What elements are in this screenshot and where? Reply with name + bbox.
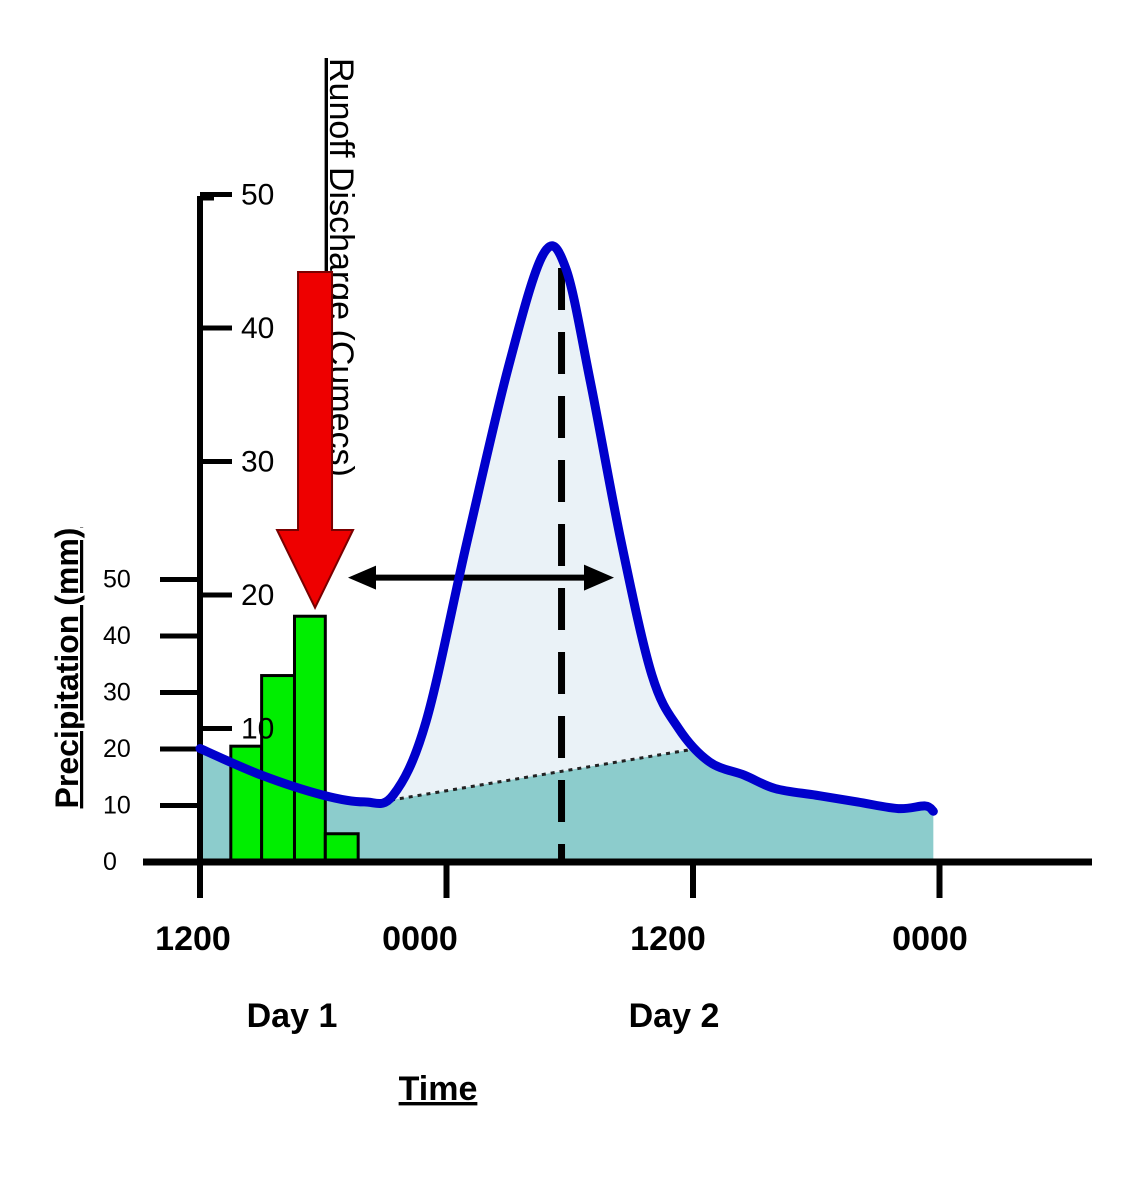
- discharge-tick-label-50: 50: [241, 179, 274, 212]
- precipitation-axis-title: Precipitation (mm): [49, 528, 85, 809]
- precip-tick-label-20: 20: [103, 735, 131, 763]
- discharge-tick-label-30: 30: [241, 446, 274, 479]
- discharge-tick-label-20: 20: [241, 579, 274, 612]
- precipitation-bar-4: [323, 832, 360, 864]
- discharge-tick-label-10: 10: [241, 713, 274, 746]
- x-tick-label-3: 1200: [630, 920, 706, 958]
- axes: 10 20 30 40 50 0 10 20 30 40 50: [103, 179, 1092, 898]
- lag-time-arrow: [348, 564, 614, 591]
- discharge-tick-label-40: 40: [241, 312, 274, 345]
- precip-tick-label-30: 30: [103, 679, 131, 707]
- lag-arrow-head-left: [348, 565, 376, 590]
- x-tick-label-4: 0000: [892, 920, 968, 958]
- precip-tick-label-0: 0: [103, 848, 117, 876]
- peak-rainfall-arrow: [275, 271, 355, 611]
- day-2-label: Day 2: [629, 997, 720, 1035]
- day-1-label: Day 1: [247, 997, 338, 1035]
- x-axis-labels: 1200 0000 1200 0000: [155, 920, 968, 958]
- x-axis-title: Time: [399, 1070, 478, 1108]
- lag-arrow-head-right: [584, 564, 614, 591]
- rainfall-arrow-shape: [275, 271, 355, 611]
- precipitation-bar-3: [292, 614, 327, 864]
- x-tick-label-2: 0000: [382, 920, 458, 958]
- precip-tick-label-50: 50: [103, 566, 131, 594]
- x-tick-label-1: 1200: [155, 920, 231, 958]
- precip-tick-label-10: 10: [103, 792, 131, 820]
- quickflow-area: [362, 245, 698, 805]
- baseflow-separation-line: [364, 747, 698, 807]
- precipitation-bar-2: [260, 674, 296, 864]
- precip-tick-label-40: 40: [103, 622, 131, 650]
- hydrograph-line: [195, 241, 938, 816]
